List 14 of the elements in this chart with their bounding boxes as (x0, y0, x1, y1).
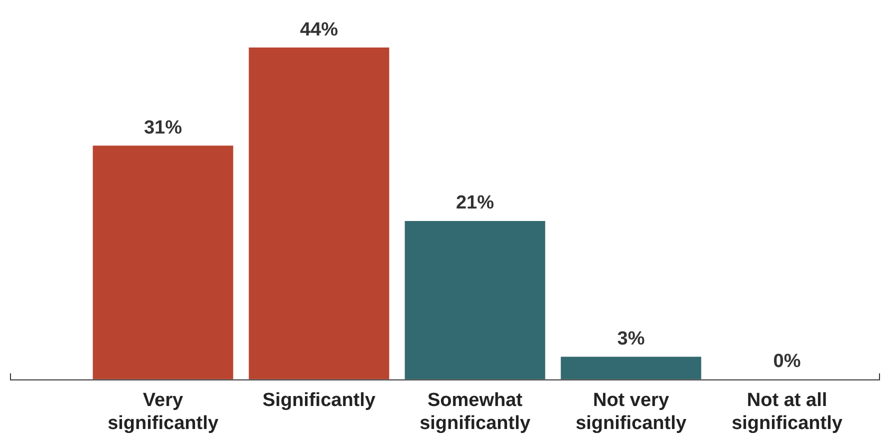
bar (248, 48, 390, 380)
bar (560, 356, 702, 380)
data-label: 31% (144, 117, 182, 138)
x-tick-label: Very significantly (108, 390, 219, 434)
x-tick-label: Not at all significantly (732, 390, 843, 434)
x-tick-label: Significantly (262, 390, 376, 412)
data-label: 3% (617, 328, 645, 350)
data-label: 0% (773, 351, 801, 372)
bar (92, 146, 234, 380)
data-label: 44% (300, 19, 338, 40)
bar (404, 221, 546, 380)
x-tick-label: Somewhat significantly (420, 390, 531, 434)
x-tick-label: Not very significantly (576, 390, 687, 434)
data-label: 21% (456, 192, 494, 214)
